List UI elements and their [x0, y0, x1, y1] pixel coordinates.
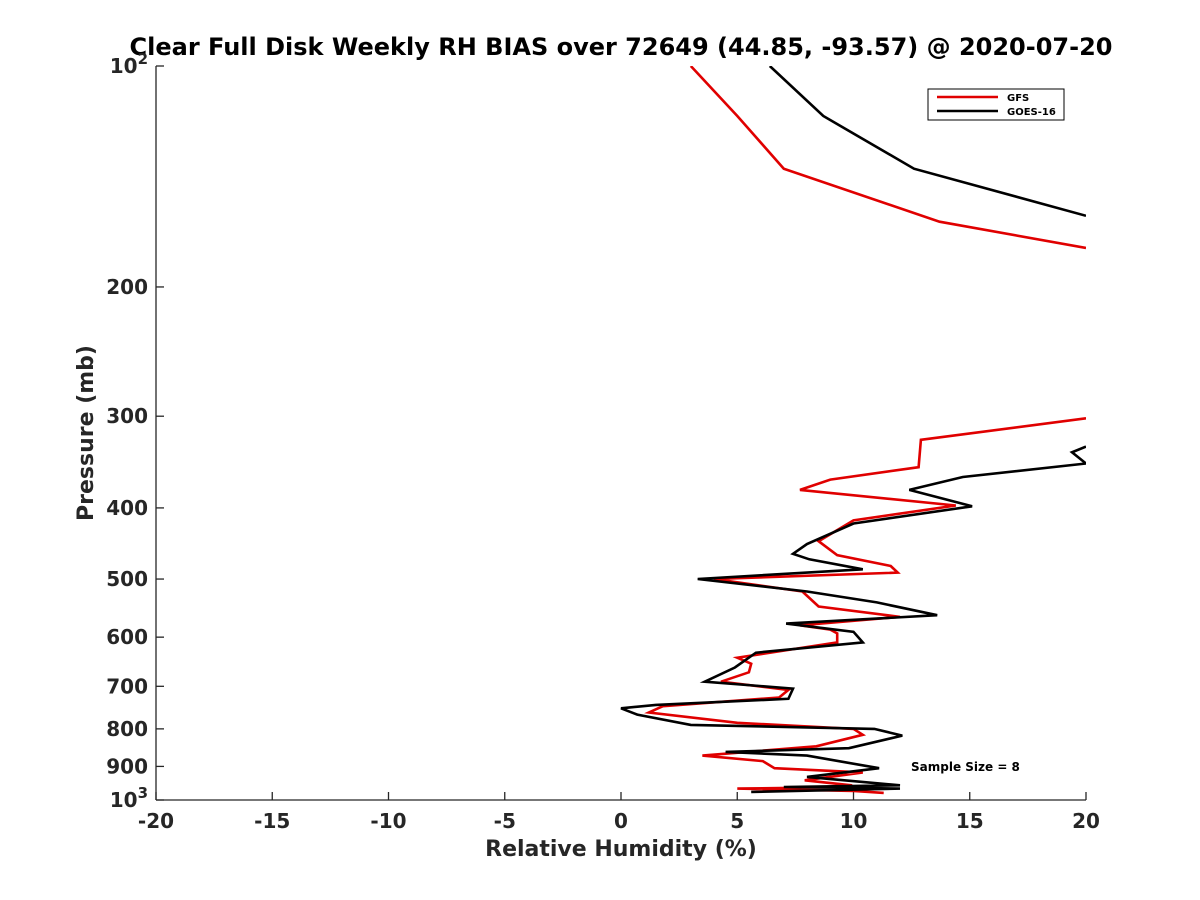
- y-tick-label: 900: [106, 754, 148, 778]
- chart-title: Clear Full Disk Weekly RH BIAS over 7264…: [130, 33, 1113, 61]
- sample-size-annotation: Sample Size = 8: [911, 760, 1020, 774]
- x-axis-ticks: -20 -15 -10 -5 0 5 10 15 20: [138, 792, 1100, 833]
- y-tick-label: 800: [106, 717, 148, 741]
- legend-box: [927, 88, 1065, 121]
- y-tick-label: 500: [106, 567, 148, 591]
- series-line-goes16: [620, 66, 1086, 794]
- x-tick-label: 0: [614, 809, 628, 833]
- y-axis-ticks: 200 300 400 500 600 700 800 900 102 103: [106, 50, 164, 812]
- y-tick-label-bottom: 103: [110, 784, 148, 812]
- x-tick-label: 10: [840, 809, 868, 833]
- y-tick-label: 700: [106, 674, 148, 698]
- x-tick-label: 15: [956, 809, 984, 833]
- x-tick-label: 20: [1072, 809, 1100, 833]
- legend-label-goes16: GOES-16: [1007, 107, 1056, 118]
- series-group: [620, 66, 1086, 795]
- y-axis-title: Pressure (mb): [74, 345, 99, 521]
- y-tick-label-top: 102: [110, 50, 148, 78]
- x-axis-title: Relative Humidity (%): [485, 837, 757, 862]
- y-tick-label: 300: [106, 404, 148, 428]
- legend-label-gfs: GFS: [1007, 93, 1029, 104]
- y-tick-label: 600: [106, 625, 148, 649]
- x-tick-label: -10: [370, 809, 406, 833]
- y-tick-label: 400: [106, 496, 148, 520]
- y-tick-label: 200: [106, 275, 148, 299]
- x-tick-label: -20: [138, 809, 174, 833]
- x-tick-label: -15: [254, 809, 290, 833]
- legend: GFS GOES-16: [927, 88, 1065, 121]
- x-tick-label: -5: [494, 809, 516, 833]
- x-tick-label: 5: [730, 809, 744, 833]
